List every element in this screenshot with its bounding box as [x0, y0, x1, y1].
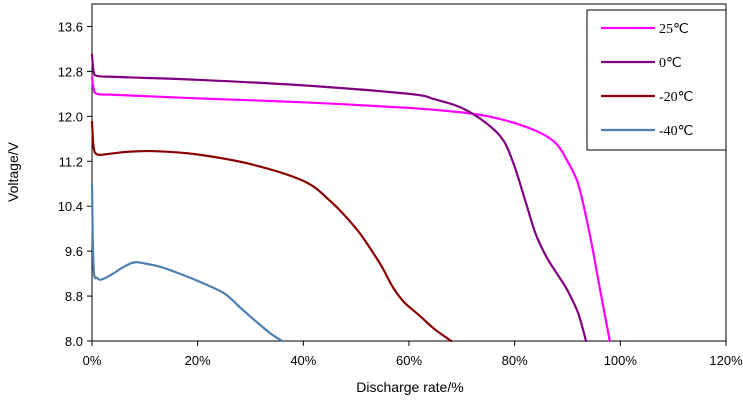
- y-tick-label: 9.6: [65, 244, 83, 259]
- y-tick-label: 13.6: [58, 19, 83, 34]
- x-axis-title: Discharge rate/%: [356, 379, 463, 395]
- legend-label-0: 25℃: [659, 22, 689, 37]
- x-tick-label: 120%: [709, 353, 743, 368]
- y-tick-label: 12.0: [58, 109, 83, 124]
- x-tick-label: 60%: [396, 353, 422, 368]
- x-tick-label: 40%: [290, 353, 316, 368]
- x-tick-label: 0%: [83, 353, 102, 368]
- x-tick-label: 20%: [185, 353, 211, 368]
- legend-label-3: -40℃: [659, 124, 693, 139]
- series-lines: [90, 53, 611, 343]
- legend-box: [586, 9, 727, 151]
- y-tick-label: 12.8: [58, 64, 83, 79]
- y-tick-label: 10.4: [58, 199, 83, 214]
- y-tick-label: 8.8: [65, 289, 83, 304]
- series-line-2: [90, 120, 453, 343]
- y-tick-label: 8.0: [65, 334, 83, 349]
- x-axis-ticks: 0% 20% 40% 60% 80% 100% 120%: [83, 341, 743, 368]
- x-tick-label: 80%: [502, 353, 528, 368]
- series-line-1: [90, 53, 588, 343]
- legend: 25℃ 0℃ -20℃ -40℃: [586, 9, 727, 151]
- legend-label-1: 0℃: [659, 56, 682, 71]
- y-axis-title: Voltage/V: [5, 141, 21, 202]
- x-tick-label: 100%: [604, 353, 638, 368]
- legend-label-2: -20℃: [659, 90, 693, 105]
- y-tick-label: 11.2: [59, 154, 83, 169]
- y-axis-ticks: 8.0 8.8 9.6 10.4 11.2 12.0 12.8 13.6: [58, 19, 92, 349]
- series-line-3: [90, 182, 284, 343]
- series-line-0: [90, 75, 611, 343]
